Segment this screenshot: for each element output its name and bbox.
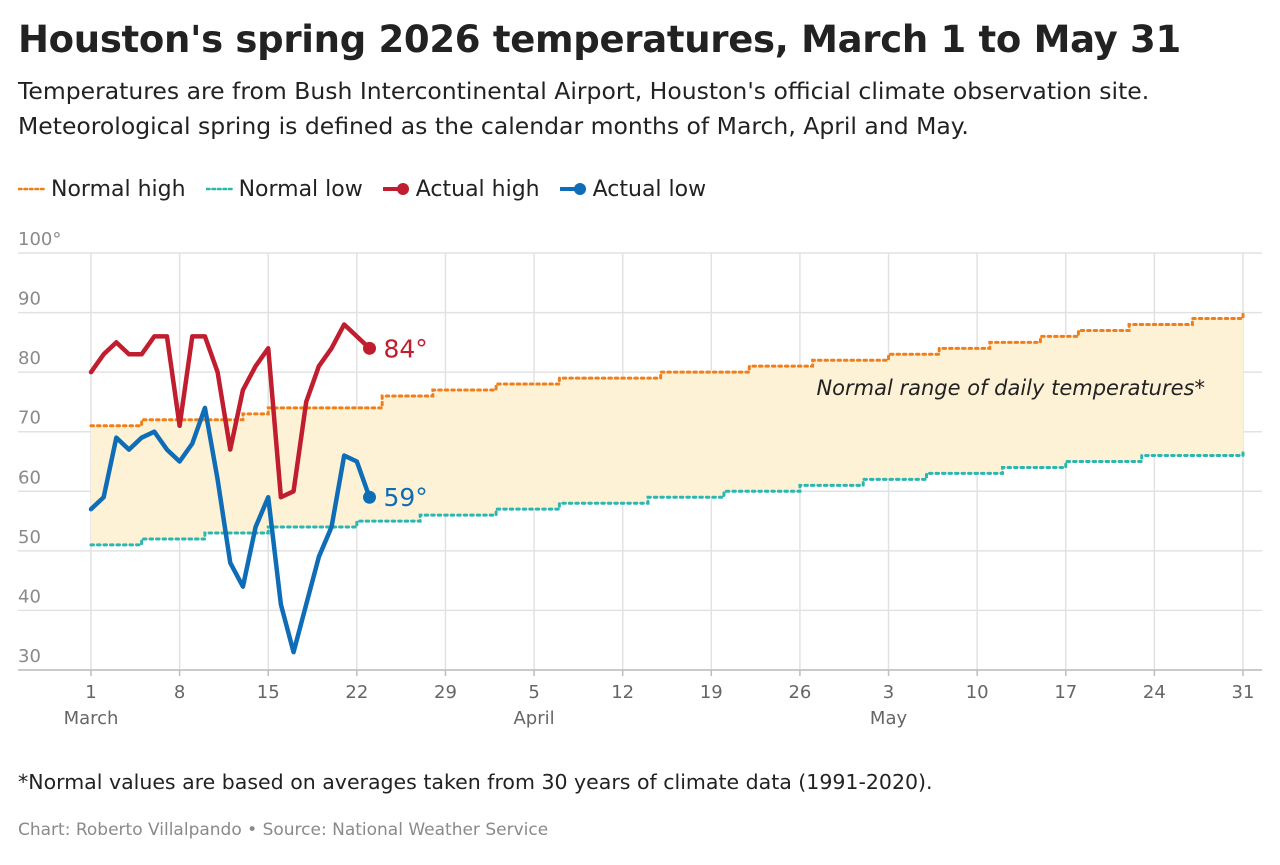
subtitle-line-1: Temperatures are from Bush Intercontinen…	[18, 77, 1150, 105]
temperature-chart: Normal range of daily temperatures* 84° 5…	[18, 229, 1262, 729]
actual-high-end-point	[363, 341, 377, 355]
y-tick-label: 70	[18, 408, 41, 429]
source-credit: Chart: Roberto Villalpando • Source: Nat…	[18, 820, 549, 840]
actual-high-line	[88, 322, 372, 500]
normal-low-line	[89, 448, 1245, 547]
chart-subtitle: Temperatures are from Bush Intercontinen…	[18, 74, 1268, 144]
y-tick-label: 40	[18, 586, 41, 607]
normal-range-fill	[91, 312, 1243, 545]
month-label: April	[513, 708, 554, 729]
month-label: May	[870, 708, 908, 729]
legend-item-normal-low: Normal low	[205, 176, 363, 202]
month-label: March	[64, 708, 119, 729]
y-tick-label: 100°	[18, 229, 61, 250]
normal-range-band: Normal range of daily temperatures*	[91, 312, 1243, 545]
normal-high-line	[89, 311, 1245, 428]
legend-label: Normal high	[51, 176, 186, 202]
legend-swatch-actual-low	[559, 183, 586, 195]
footnote: *Normal values are based on averages tak…	[18, 770, 933, 794]
chart-area: Normal range of daily temperatures* 84° 5…	[0, 220, 1280, 740]
x-tick-label: 19	[700, 682, 723, 703]
x-tick-label: 15	[257, 682, 280, 703]
chart-title: Houston's spring 2026 temperatures, Marc…	[18, 18, 1181, 61]
subtitle-line-2: Meteorological spring is defined as the …	[18, 112, 969, 140]
legend-label: Actual low	[592, 176, 707, 202]
x-tick-label: 31	[1232, 682, 1255, 703]
legend-item-actual-low: Actual low	[559, 176, 707, 202]
chart-legend: Normal high Normal low Actual high Actua…	[18, 174, 726, 204]
actual-high-end-label: 84°	[384, 334, 428, 363]
x-tick-label: 8	[174, 682, 185, 703]
y-tick-label: 50	[18, 527, 41, 548]
legend-swatch-normal-high	[18, 187, 46, 191]
y-tick-label: 80	[18, 348, 41, 369]
x-tick-label: 3	[883, 682, 894, 703]
actual-low-line	[88, 405, 372, 655]
actual-low-end-label: 59°	[384, 483, 428, 512]
legend-label: Normal low	[238, 176, 363, 202]
y-tick-label: 60	[18, 467, 41, 488]
x-tick-label: 29	[434, 682, 457, 703]
actual-lines: 84° 59°	[88, 322, 428, 655]
legend-swatch-normal-low	[205, 187, 234, 191]
normal-range-annotation: Normal range of daily temperatures*	[816, 376, 1205, 400]
x-tick-label: 10	[966, 682, 989, 703]
x-tick-label: 26	[788, 682, 811, 703]
y-tick-label: 30	[18, 646, 41, 667]
x-tick-label: 5	[528, 682, 539, 703]
x-tick-label: 12	[611, 682, 634, 703]
x-tick-label: 1	[85, 682, 96, 703]
legend-item-actual-high: Actual high	[382, 176, 540, 202]
normal-lines	[89, 311, 1245, 547]
x-tick-label: 22	[345, 682, 368, 703]
legend-item-normal-high: Normal high	[18, 177, 186, 202]
y-tick-label: 90	[18, 289, 41, 310]
x-tick-label: 24	[1143, 682, 1166, 703]
legend-label: Actual high	[415, 176, 540, 202]
axis-labels: 30 40 50 60 70 80 90 100° 1 8 15 22 29 5 12 19 26 3 10 17 24…	[18, 229, 1254, 729]
x-tick-label: 17	[1054, 682, 1077, 703]
actual-low-end-point	[363, 490, 377, 504]
legend-swatch-actual-high	[382, 183, 409, 195]
